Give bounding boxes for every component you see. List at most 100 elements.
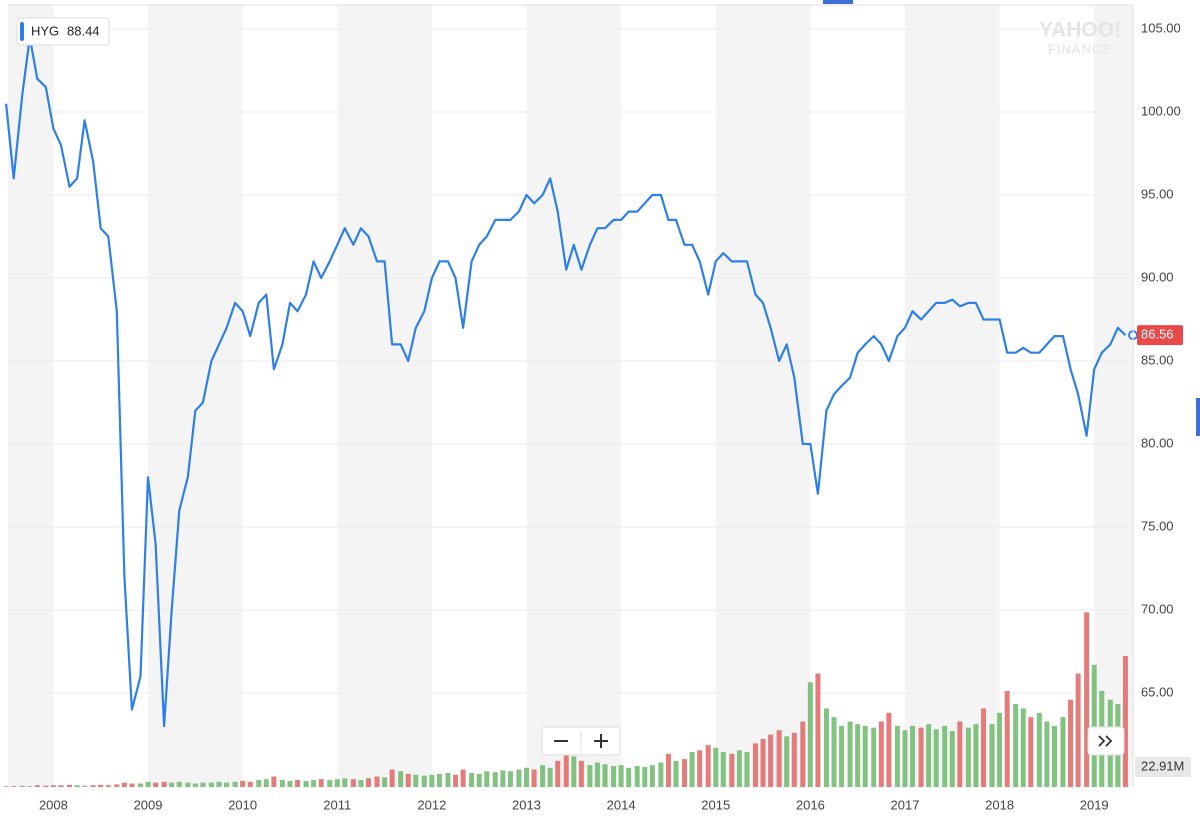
volume-bar	[862, 725, 868, 787]
volume-bar	[1068, 699, 1074, 787]
volume-bar	[1028, 717, 1034, 787]
y-tick-label: 95.00	[1141, 186, 1174, 201]
volume-bar	[918, 727, 924, 787]
volume-bar	[682, 759, 688, 787]
y-tick-label: 90.00	[1141, 269, 1174, 284]
y-tick-label: 70.00	[1141, 601, 1174, 616]
volume-bar	[540, 765, 546, 787]
year-band	[337, 5, 432, 787]
volume-bar	[791, 732, 797, 787]
volume-bar	[476, 773, 482, 787]
volume-bar	[247, 781, 253, 787]
volume-bar	[185, 782, 191, 787]
volume-bar	[744, 752, 750, 787]
volume-bar	[516, 769, 522, 787]
volume-bar	[74, 785, 80, 787]
volume-bar	[578, 760, 584, 787]
volume-bar	[713, 747, 719, 787]
volume-bar	[105, 785, 111, 787]
volume-bar	[871, 727, 877, 787]
y2-tick-box	[1135, 757, 1191, 777]
volume-bar	[720, 752, 726, 787]
legend-symbol: HYG	[31, 23, 59, 38]
side-handle[interactable]	[1196, 398, 1200, 436]
volume-bar	[736, 750, 742, 787]
volume-bar	[469, 773, 475, 787]
range-indicator	[823, 0, 853, 4]
legend-value: 88.44	[67, 23, 100, 38]
volume-bar	[279, 780, 285, 787]
zoom-in[interactable]	[594, 734, 608, 748]
volume-bar	[232, 781, 238, 787]
legend-swatch	[20, 22, 24, 41]
volume-bar	[626, 767, 632, 787]
volume-bar	[1036, 712, 1042, 787]
volume-bar	[429, 774, 435, 787]
y2-tick-label: 22.91M	[1141, 758, 1184, 773]
volume-bar	[67, 784, 73, 787]
volume-bar	[611, 766, 617, 787]
volume-bar	[957, 721, 963, 787]
volume-bar	[784, 736, 790, 787]
volume-bar	[571, 756, 577, 787]
volume-bar	[1020, 708, 1026, 787]
volume-bar	[1084, 612, 1090, 787]
volume-bar	[507, 771, 513, 787]
volume-bar	[350, 779, 356, 787]
x-tick-label: 2010	[228, 797, 257, 812]
volume-bar	[169, 782, 175, 787]
lines	[5, 36, 1127, 728]
y-tick-label: 100.00	[1141, 103, 1181, 118]
volume-bar	[760, 738, 766, 787]
legend: HYG 88.44	[16, 17, 110, 46]
volume-bar	[405, 773, 411, 787]
volume-bar	[823, 708, 829, 787]
volume-bar	[121, 782, 127, 787]
volume-bar	[965, 727, 971, 787]
x-tick-label: 2017	[891, 797, 920, 812]
volume-bar	[58, 785, 64, 787]
x-tick-label: 2016	[796, 797, 825, 812]
last-price-box	[1137, 325, 1183, 346]
volume-bar	[256, 780, 262, 787]
volume-bar	[689, 752, 695, 787]
year-band	[526, 5, 622, 787]
volume-bar	[145, 781, 151, 787]
scroll-button[interactable]	[1087, 726, 1125, 756]
x-tick-label: 2018	[985, 797, 1014, 812]
volume-bar	[334, 779, 340, 787]
volume-bar	[153, 782, 159, 787]
x-tick-label: 2009	[134, 797, 163, 812]
volume-bar	[1060, 717, 1066, 787]
volume-bar	[697, 750, 703, 787]
volume-bar	[989, 724, 995, 787]
labels: 2008 2009 2010 2011 2012 2013 2014 2015 2016 2017…	[39, 20, 1191, 812]
volume-bar	[933, 729, 939, 787]
volume-bar	[831, 717, 837, 787]
volume-bar	[997, 712, 1003, 787]
volume-bar	[318, 779, 324, 787]
year-band	[715, 5, 811, 787]
volume-bar	[800, 721, 806, 787]
volume-bar	[602, 764, 608, 787]
volume-bar	[27, 786, 33, 787]
volume-bar	[263, 779, 269, 787]
volume-bar	[649, 765, 655, 787]
x-tick-label: 2013	[512, 797, 541, 812]
volume-bar	[949, 731, 955, 787]
scroll-icon	[1098, 735, 1113, 747]
volume-bar	[192, 783, 198, 787]
volume-bar	[926, 724, 932, 787]
volume-bar	[484, 771, 490, 787]
year-band	[904, 5, 1000, 787]
volume-bar	[729, 753, 735, 787]
volume-bar	[642, 766, 648, 787]
x-tick-label: 2008	[39, 797, 68, 812]
volume-bar	[327, 780, 333, 787]
y-tick-label: 75.00	[1141, 518, 1174, 533]
volume-bar	[34, 785, 40, 787]
volume-bar	[382, 777, 388, 787]
x-tick-label: 2011	[323, 797, 351, 812]
volume-bar	[492, 772, 498, 787]
